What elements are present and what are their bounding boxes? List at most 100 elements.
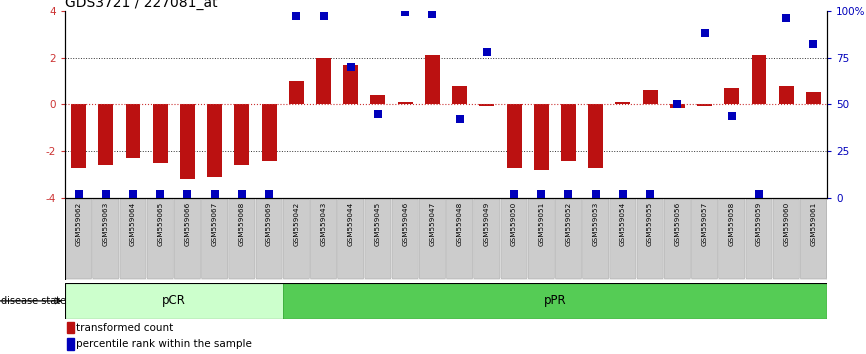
Text: pPR: pPR xyxy=(544,295,566,307)
Text: GSM559045: GSM559045 xyxy=(375,201,381,246)
FancyBboxPatch shape xyxy=(719,199,745,279)
FancyBboxPatch shape xyxy=(93,199,119,279)
Text: GSM559044: GSM559044 xyxy=(348,201,353,246)
FancyBboxPatch shape xyxy=(773,199,799,279)
FancyBboxPatch shape xyxy=(174,199,201,279)
Point xyxy=(589,192,603,197)
Text: GSM559047: GSM559047 xyxy=(430,201,436,246)
Point xyxy=(507,192,521,197)
FancyBboxPatch shape xyxy=(474,199,500,279)
FancyBboxPatch shape xyxy=(746,199,772,279)
Text: GSM559055: GSM559055 xyxy=(647,201,653,246)
Bar xyxy=(779,86,793,104)
Text: GSM559067: GSM559067 xyxy=(211,201,217,246)
Point xyxy=(235,192,249,197)
Text: GSM559049: GSM559049 xyxy=(484,201,490,246)
Bar xyxy=(207,104,222,177)
Bar xyxy=(752,55,766,104)
FancyBboxPatch shape xyxy=(691,199,718,279)
Text: percentile rank within the sample: percentile rank within the sample xyxy=(76,339,252,349)
Point xyxy=(262,192,276,197)
Point xyxy=(398,10,412,15)
Point xyxy=(317,13,331,19)
Bar xyxy=(235,104,249,165)
Point xyxy=(208,192,222,197)
Bar xyxy=(288,81,304,104)
Text: GSM559068: GSM559068 xyxy=(239,201,245,246)
Text: GDS3721 / 227081_at: GDS3721 / 227081_at xyxy=(65,0,217,10)
Point xyxy=(561,192,575,197)
Point xyxy=(180,192,194,197)
Point xyxy=(779,15,793,21)
FancyBboxPatch shape xyxy=(555,199,582,279)
Point xyxy=(126,192,140,197)
Text: GSM559063: GSM559063 xyxy=(103,201,109,246)
FancyBboxPatch shape xyxy=(256,199,282,279)
Point xyxy=(153,192,167,197)
FancyBboxPatch shape xyxy=(66,199,92,279)
Point xyxy=(371,111,385,117)
Point xyxy=(534,192,548,197)
Text: GSM559054: GSM559054 xyxy=(620,201,626,246)
Bar xyxy=(616,102,630,104)
Bar xyxy=(588,104,603,168)
FancyBboxPatch shape xyxy=(528,199,554,279)
FancyBboxPatch shape xyxy=(283,199,309,279)
Text: GSM559064: GSM559064 xyxy=(130,201,136,246)
Text: transformed count: transformed count xyxy=(76,323,173,333)
Text: GSM559043: GSM559043 xyxy=(320,201,326,246)
Text: GSM559056: GSM559056 xyxy=(675,201,681,246)
Bar xyxy=(425,55,440,104)
Text: GSM559065: GSM559065 xyxy=(158,201,163,246)
Text: GSM559059: GSM559059 xyxy=(756,201,762,246)
Text: GSM559057: GSM559057 xyxy=(701,201,708,246)
Bar xyxy=(397,102,412,104)
Point xyxy=(670,102,684,107)
Text: GSM559048: GSM559048 xyxy=(456,201,462,246)
Text: GSM559061: GSM559061 xyxy=(811,201,817,246)
Text: GSM559058: GSM559058 xyxy=(729,201,734,246)
Point xyxy=(72,192,86,197)
Text: GSM559069: GSM559069 xyxy=(266,201,272,246)
FancyBboxPatch shape xyxy=(310,199,337,279)
FancyBboxPatch shape xyxy=(419,199,445,279)
Bar xyxy=(452,86,467,104)
Bar xyxy=(343,64,359,104)
Text: GSM559066: GSM559066 xyxy=(184,201,191,246)
Bar xyxy=(561,104,576,161)
FancyBboxPatch shape xyxy=(610,199,636,279)
Point xyxy=(698,30,712,36)
Point xyxy=(725,113,739,119)
Text: GSM559062: GSM559062 xyxy=(75,201,81,246)
Bar xyxy=(669,104,685,108)
FancyBboxPatch shape xyxy=(800,199,826,279)
FancyBboxPatch shape xyxy=(447,199,473,279)
FancyBboxPatch shape xyxy=(229,199,255,279)
Bar xyxy=(67,322,74,333)
FancyBboxPatch shape xyxy=(147,199,173,279)
Bar xyxy=(507,104,521,168)
Bar xyxy=(282,283,827,319)
Bar xyxy=(316,57,331,104)
Bar xyxy=(126,104,140,158)
Point xyxy=(453,116,467,122)
Text: pCR: pCR xyxy=(162,295,185,307)
Bar xyxy=(533,104,549,170)
Text: disease state: disease state xyxy=(1,296,66,306)
FancyBboxPatch shape xyxy=(392,199,418,279)
Point xyxy=(643,192,657,197)
Text: GSM559042: GSM559042 xyxy=(294,201,300,246)
Text: GSM559052: GSM559052 xyxy=(565,201,572,246)
Bar xyxy=(643,90,657,104)
FancyBboxPatch shape xyxy=(338,199,364,279)
Point xyxy=(806,41,820,47)
Bar xyxy=(180,104,195,179)
FancyBboxPatch shape xyxy=(637,199,663,279)
Point xyxy=(425,12,439,17)
Point xyxy=(752,192,766,197)
Bar xyxy=(67,338,74,350)
Bar xyxy=(724,88,740,104)
Point xyxy=(480,49,494,55)
Text: GSM559046: GSM559046 xyxy=(402,201,408,246)
FancyBboxPatch shape xyxy=(501,199,527,279)
